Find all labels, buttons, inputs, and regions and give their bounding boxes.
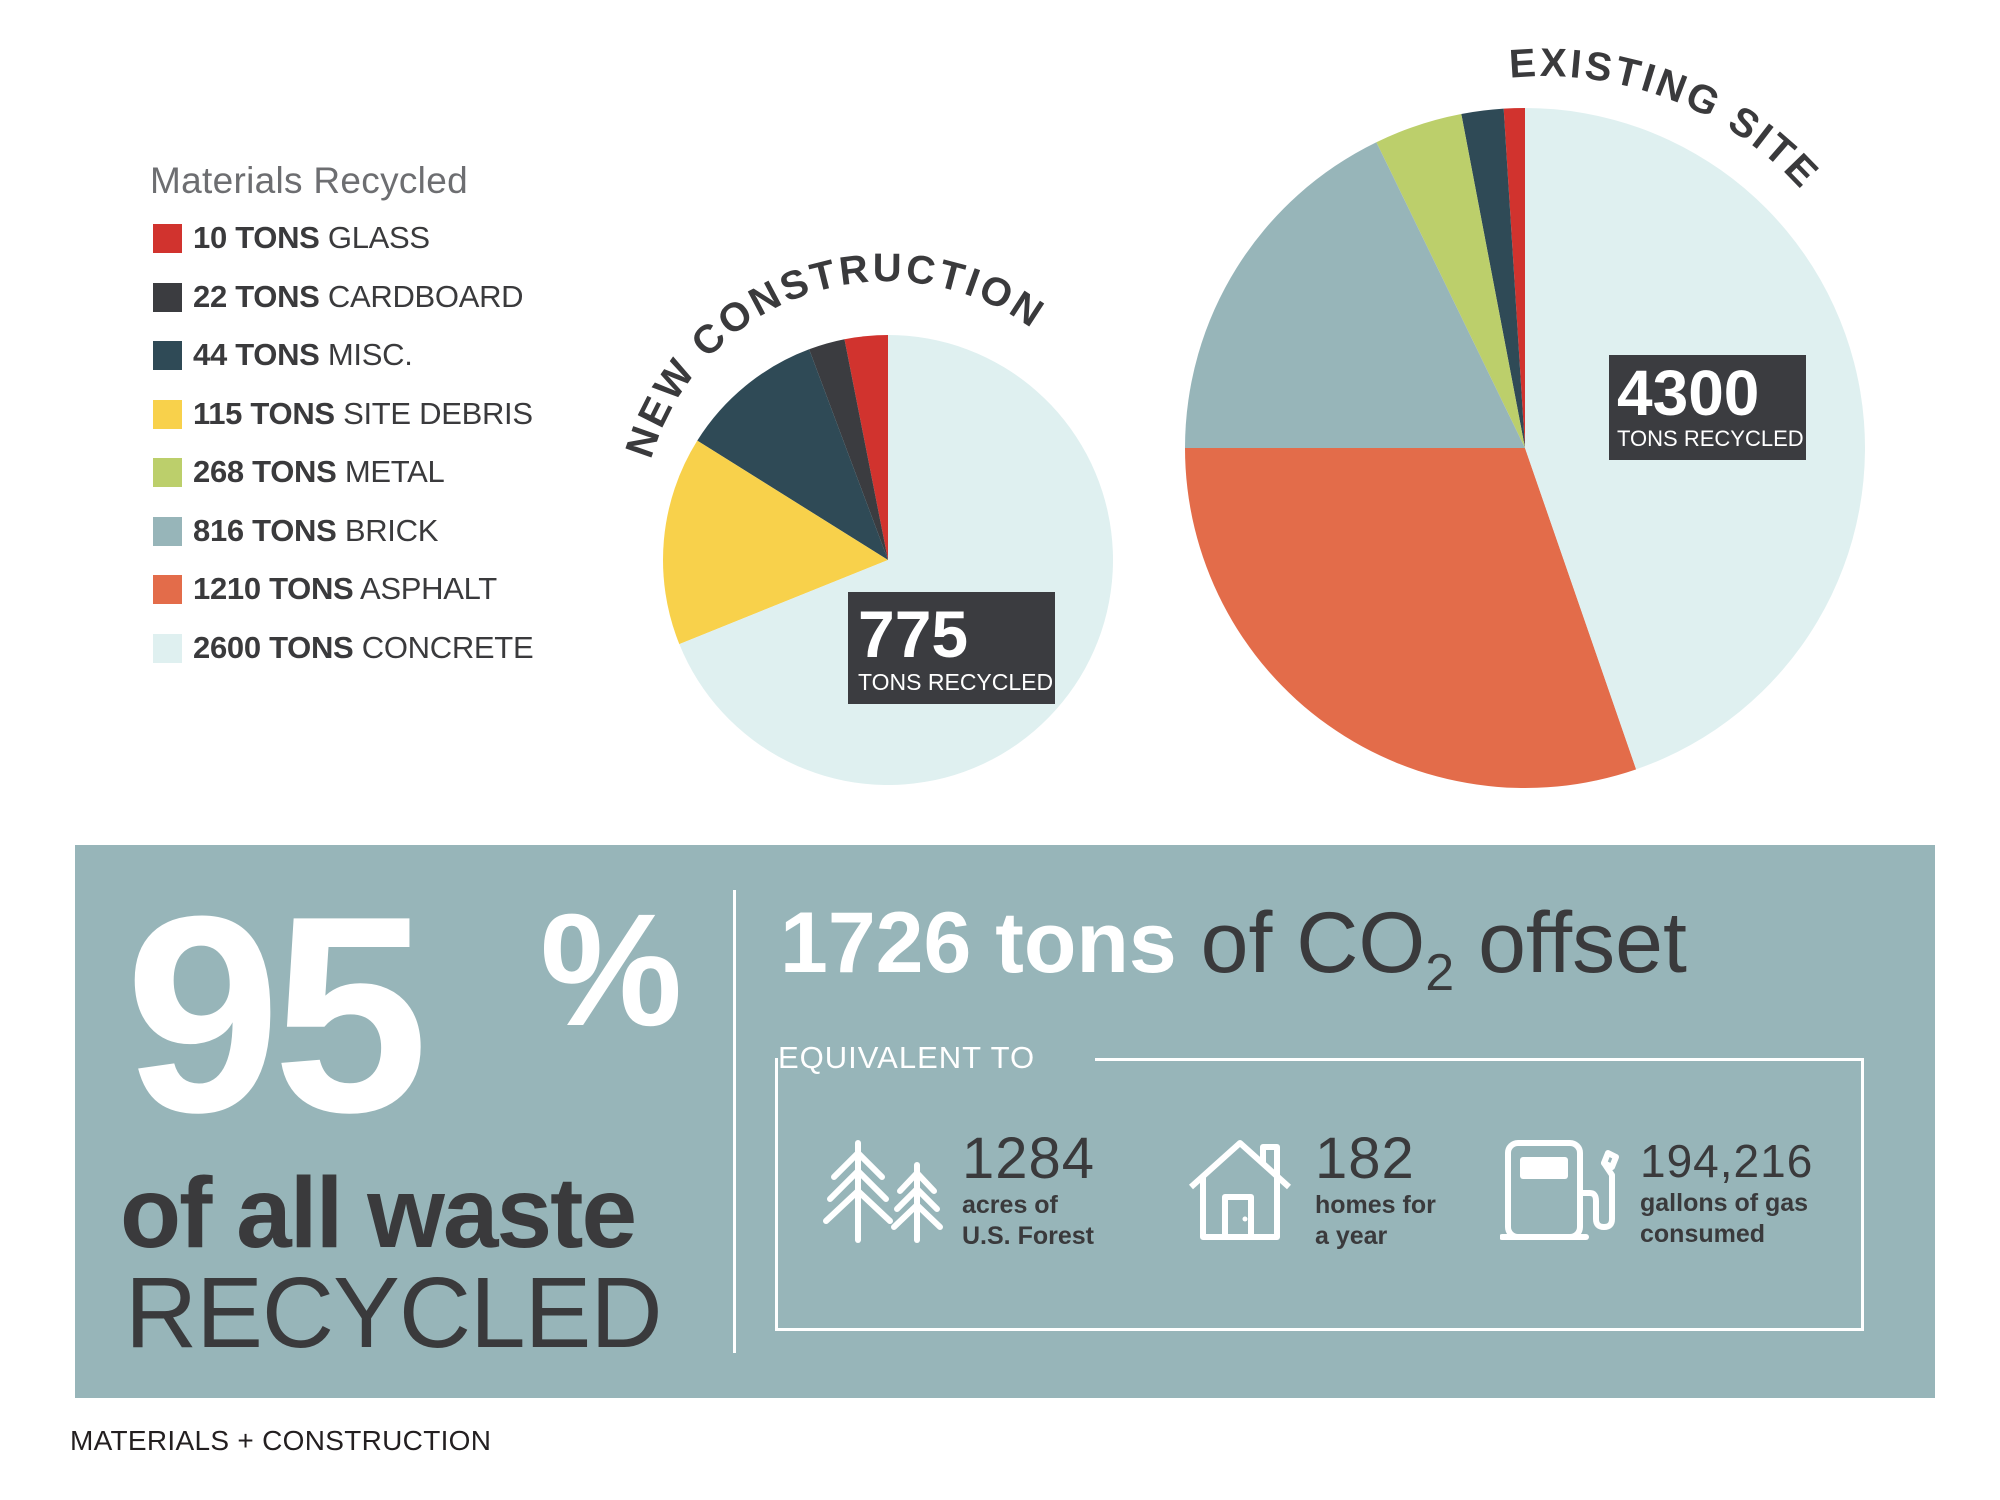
pie-new-construction <box>663 335 1113 785</box>
legend-item: 268 TONS METAL <box>150 454 610 517</box>
pie-slice-site-debris <box>663 440 888 645</box>
legend-swatch <box>153 341 182 370</box>
legend-swatch <box>153 224 182 253</box>
pie-charts: NEW CONSTRUCTION EXISTING SITE 775 TONS … <box>617 41 1866 789</box>
equivalent-label: EQUIVALENT TO <box>778 1040 1036 1075</box>
legend-swatch <box>153 458 182 487</box>
pie-slice-glass <box>844 335 888 560</box>
equivalent-desc-gas: gallons of gas consumed <box>1640 1189 1809 1249</box>
panel-divider <box>733 890 736 1353</box>
legend-swatch <box>153 282 182 312</box>
legend-label: 1210 TONS ASPHALT <box>193 571 497 606</box>
percent-recycled-number: 95 <box>125 859 428 1171</box>
footer-caption: MATERIALS + CONSTRUCTION <box>70 1425 492 1456</box>
waste-line: of all waste <box>120 1157 637 1269</box>
pie-slice-misc <box>697 349 888 560</box>
equivalent-box-topline <box>1095 1058 1861 1061</box>
total-label-existing-site: TONS RECYCLED <box>1617 426 1804 451</box>
legend-swatch <box>153 399 182 429</box>
legend-swatch <box>153 575 182 604</box>
co2-text: of CO2 offset <box>1200 895 1687 1002</box>
equivalent-item-homes: 182 homes for a year <box>1315 1130 1436 1253</box>
house-icon <box>1188 1140 1292 1240</box>
legend-item: 10 TONS GLASS <box>150 220 610 283</box>
legend: Materials Recycled 10 TONS GLASS 22 TONS … <box>150 160 610 692</box>
legend-item: 44 TONS MISC. <box>150 337 610 400</box>
pie-slice-metal <box>1376 114 1525 448</box>
equivalent-box <box>775 1058 1864 1331</box>
total-badge-existing-site: 4300 TONS RECYCLED <box>1609 355 1806 460</box>
legend-swatch <box>153 633 182 663</box>
total-badge-new-construction: 775 TONS RECYCLED <box>848 592 1055 704</box>
pie-slice-asphalt <box>1184 448 1637 789</box>
equivalent-number-gas: 194,216 <box>1640 1135 1814 1187</box>
legend-label: 115 TONS SITE DEBRIS <box>193 395 533 431</box>
equivalent-number-forest: 1284 <box>962 1126 1096 1191</box>
total-value-existing-site: 4300 <box>1617 357 1759 429</box>
legend-label: 816 TONS BRICK <box>193 512 439 548</box>
legend-items: 10 TONS GLASS 22 TONS CARDBOARD 44 TONS MI… <box>150 220 610 693</box>
legend-item: 22 TONS CARDBOARD <box>150 279 610 342</box>
legend-item: 2600 TONS CONCRETE <box>150 630 610 693</box>
legend-label: 44 TONS MISC. <box>193 337 413 372</box>
pie-slice-cardboard <box>809 339 888 560</box>
legend-label: 10 TONS GLASS <box>193 220 430 255</box>
legend-swatch <box>153 516 182 546</box>
legend-item: 1210 TONS ASPHALT <box>150 571 610 634</box>
legend-label: 268 TONS METAL <box>193 454 445 489</box>
equivalent-number-homes: 182 <box>1315 1126 1415 1191</box>
total-label-new-construction: TONS RECYCLED <box>858 669 1053 695</box>
equivalent-desc-homes: homes for a year <box>1315 1191 1436 1251</box>
co2-offset-heading: 1726 tons of CO2 offset <box>780 900 1687 999</box>
legend-item: 115 TONS SITE DEBRIS <box>150 396 610 459</box>
equivalent-item-gas: 194,216 gallons of gas consumed <box>1640 1130 1813 1251</box>
total-value-new-construction: 775 <box>858 597 968 671</box>
recycled-line: RECYCLED <box>125 1257 663 1369</box>
gas-pump-icon <box>1500 1140 1619 1240</box>
equivalent-item-forest: 1284 acres of U.S. Forest <box>962 1130 1095 1253</box>
percent-sign: % <box>540 880 683 1059</box>
trees-icon <box>823 1140 943 1243</box>
legend-label: 22 TONS CARDBOARD <box>193 278 524 314</box>
legend-title: Materials Recycled <box>150 160 468 201</box>
pie-slice-glass <box>1503 108 1525 448</box>
co2-amount: 1726 tons <box>780 895 1177 991</box>
co2-subscript: 2 <box>1425 944 1455 1002</box>
pie-slice-misc <box>1461 108 1525 449</box>
legend-item: 816 TONS BRICK <box>150 513 610 576</box>
legend-label: 2600 TONS CONCRETE <box>193 629 534 665</box>
stats-panel: 95 % of all waste RECYCLED 1726 tons of … <box>75 845 1935 1398</box>
equivalent-desc-forest: acres of U.S. Forest <box>962 1191 1094 1251</box>
pie-slice-brick <box>1184 142 1525 448</box>
